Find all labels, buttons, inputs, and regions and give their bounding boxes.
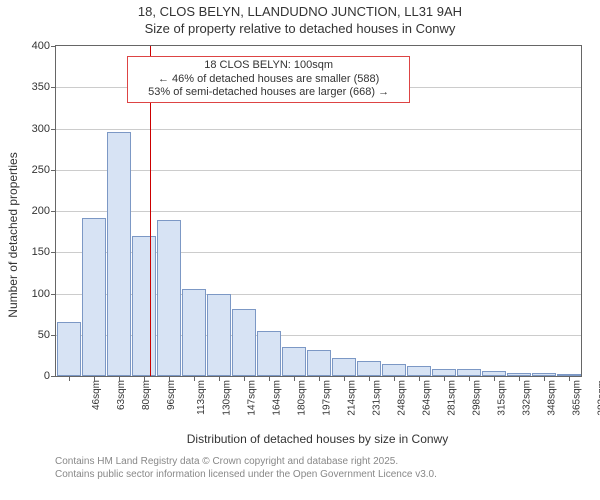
x-tick-label: 382sqm: [596, 380, 600, 416]
chart-title: 18, CLOS BELYN, LLANDUDNO JUNCTION, LL31…: [0, 4, 600, 38]
x-tick-label: 130sqm: [221, 380, 232, 416]
title-line-1: 18, CLOS BELYN, LLANDUDNO JUNCTION, LL31…: [0, 4, 600, 21]
x-tick-label: 315sqm: [496, 380, 507, 416]
chart-container: { "title_line1": "18, CLOS BELYN, LLANDU…: [0, 0, 600, 500]
bar: [132, 236, 156, 376]
x-tick-label: 281sqm: [446, 380, 457, 416]
x-tick-mark: [369, 376, 370, 381]
bar: [407, 366, 431, 376]
x-tick-label: 197sqm: [321, 380, 332, 416]
x-tick-label: 46sqm: [91, 380, 102, 410]
y-tick-mark: [51, 46, 56, 47]
x-tick-label: 113sqm: [195, 380, 206, 415]
x-tick-mark: [194, 376, 195, 381]
x-tick-mark: [219, 376, 220, 381]
x-tick-mark: [344, 376, 345, 381]
x-tick-mark: [544, 376, 545, 381]
chart-caption: Contains HM Land Registry data © Crown c…: [55, 456, 580, 481]
plot-area: 46sqm63sqm80sqm96sqm113sqm130sqm147sqm16…: [55, 45, 582, 377]
annotation-line-2: ← 46% of detached houses are smaller (58…: [134, 73, 404, 87]
x-tick-label: 164sqm: [271, 380, 282, 416]
bar: [282, 347, 306, 376]
bar-slot: 315sqm: [456, 46, 481, 376]
y-axis-label: Number of detached properties: [6, 45, 26, 425]
x-tick-mark: [119, 376, 120, 381]
x-tick-mark: [94, 376, 95, 381]
bar: [82, 218, 106, 376]
bar: [207, 294, 231, 377]
bar-slot: 298sqm: [431, 46, 456, 376]
y-tick-mark: [51, 252, 56, 253]
x-tick-label: 298sqm: [471, 380, 482, 416]
x-tick-mark: [444, 376, 445, 381]
x-tick-mark: [144, 376, 145, 381]
x-tick-label: 63sqm: [116, 380, 127, 410]
bar-slot: 348sqm: [506, 46, 531, 376]
x-tick-label: 365sqm: [571, 380, 582, 416]
x-tick-mark: [419, 376, 420, 381]
bar: [457, 369, 481, 376]
y-tick-mark: [51, 129, 56, 130]
y-tick-mark: [51, 294, 56, 295]
x-axis-label: Distribution of detached houses by size …: [55, 432, 580, 446]
y-tick-mark: [51, 87, 56, 88]
bar: [182, 289, 206, 376]
x-tick-mark: [394, 376, 395, 381]
bar: [357, 361, 381, 376]
caption-line-1: Contains HM Land Registry data © Crown c…: [55, 456, 580, 469]
bar: [57, 322, 81, 376]
bar-slot: 382sqm: [556, 46, 581, 376]
bar-slot: 332sqm: [481, 46, 506, 376]
x-tick-label: 248sqm: [396, 380, 407, 416]
x-tick-label: 348sqm: [546, 380, 557, 416]
x-tick-mark: [69, 376, 70, 381]
bar-slot: 46sqm: [56, 46, 81, 376]
y-tick-mark: [51, 335, 56, 336]
x-tick-mark: [169, 376, 170, 381]
x-tick-mark: [519, 376, 520, 381]
x-tick-label: 264sqm: [421, 380, 432, 416]
bar: [332, 358, 356, 376]
y-tick-mark: [51, 376, 56, 377]
x-tick-label: 96sqm: [166, 380, 177, 410]
annotation-box: 18 CLOS BELYN: 100sqm ← 46% of detached …: [127, 56, 411, 103]
bar: [232, 309, 256, 376]
x-tick-mark: [244, 376, 245, 381]
bar-slot: 365sqm: [531, 46, 556, 376]
x-tick-label: 332sqm: [521, 380, 532, 416]
x-tick-mark: [569, 376, 570, 381]
x-tick-mark: [294, 376, 295, 381]
x-tick-label: 80sqm: [141, 380, 152, 410]
x-tick-label: 147sqm: [246, 380, 257, 416]
annotation-line-1: 18 CLOS BELYN: 100sqm: [134, 59, 404, 73]
x-tick-mark: [469, 376, 470, 381]
x-tick-label: 231sqm: [371, 380, 382, 416]
bar: [382, 364, 406, 376]
x-tick-label: 214sqm: [346, 380, 357, 416]
x-tick-mark: [494, 376, 495, 381]
y-tick-mark: [51, 170, 56, 171]
bar: [307, 350, 331, 376]
x-tick-mark: [269, 376, 270, 381]
bar: [257, 331, 281, 376]
annotation-line-3: 53% of semi-detached houses are larger (…: [134, 86, 404, 100]
title-line-2: Size of property relative to detached ho…: [0, 21, 600, 38]
bar-slot: 63sqm: [81, 46, 106, 376]
caption-line-2: Contains public sector information licen…: [55, 469, 580, 482]
y-tick-mark: [51, 211, 56, 212]
bar: [157, 220, 181, 376]
bar: [107, 132, 131, 376]
bar: [432, 369, 456, 376]
x-tick-label: 180sqm: [296, 380, 307, 416]
x-tick-mark: [319, 376, 320, 381]
